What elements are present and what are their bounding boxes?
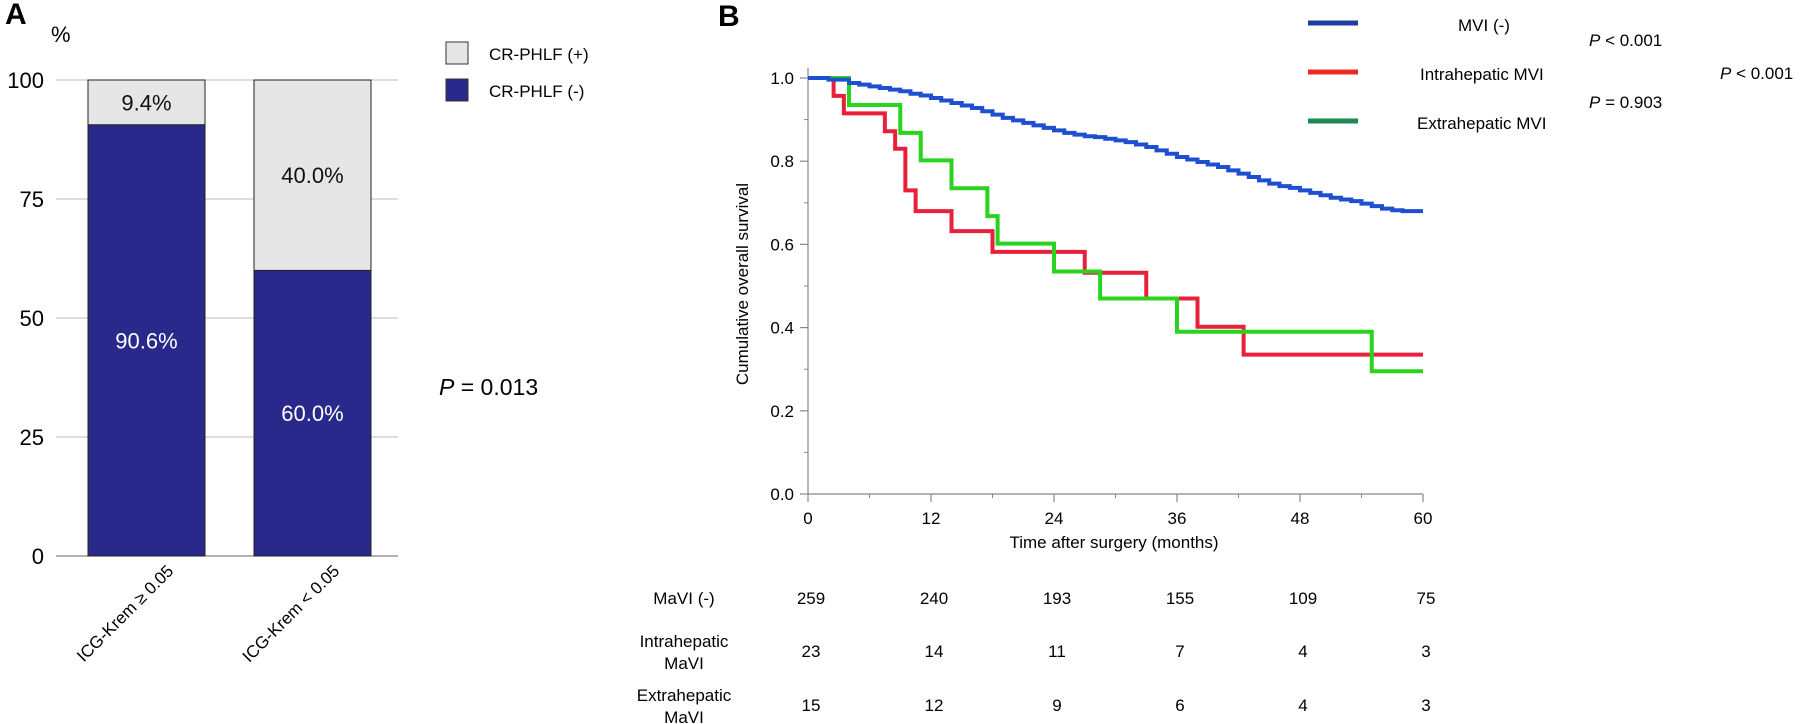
bar-segment-cr-phlf-pos	[87, 79, 206, 126]
risk-count: 11	[1048, 642, 1066, 661]
x-tick-label: 60	[1414, 509, 1433, 528]
panel-b-y-axis-label: Cumulative overall survival	[733, 183, 752, 385]
panel-b-legend: MVI (-) Intrahepatic MVI Extrahepatic MV…	[1308, 16, 1546, 133]
risk-count: 3	[1421, 642, 1430, 661]
panel-b-label: B	[718, 0, 740, 33]
panel-a-unit: %	[51, 22, 71, 47]
x-tick-label: 24	[1045, 509, 1064, 528]
y-tick-label: 0.8	[770, 152, 794, 171]
bar-data-label: 60.0%	[281, 401, 343, 426]
panel-b-x-axis-label: Time after surgery (months)	[1009, 533, 1218, 552]
risk-count: 4	[1298, 642, 1307, 661]
panel-b-y-ticks: 0.0 0.2 0.4 0.6 0.8 1.0	[770, 69, 808, 504]
y-tick-label: 75	[20, 187, 44, 212]
risk-row-label: Intrahepatic	[640, 632, 729, 651]
risk-row-label: MaVI (-)	[653, 589, 714, 608]
risk-count: 240	[920, 589, 948, 608]
panel-a-y-tick-labels: 0 25 50 75 100	[7, 68, 44, 569]
risk-row-label: MaVI	[664, 654, 704, 673]
risk-row-label: Extrahepatic	[637, 686, 732, 705]
risk-count: 155	[1166, 589, 1194, 608]
bar-data-label: 40.0%	[281, 163, 343, 188]
risk-count: 4	[1298, 696, 1307, 715]
bar-data-label: 9.4%	[121, 90, 171, 115]
p-value-intrahepatic-vs-extrahepatic: P = 0.903	[1589, 93, 1662, 112]
category-label: ICG-Krem < 0.05	[239, 561, 344, 666]
legend-label-intrahepatic-mvi: Intrahepatic MVI	[1420, 65, 1544, 84]
y-tick-label: 0.0	[770, 485, 794, 504]
risk-count: 7	[1175, 642, 1184, 661]
bar-segment-cr-phlf-neg	[253, 269, 372, 557]
p-value-mvi-neg-vs-intrahepatic: P < 0.001	[1589, 31, 1662, 50]
legend-label-cr-phlf-neg: CR-PHLF (-)	[489, 82, 584, 101]
bar-segment-cr-phlf-neg	[87, 124, 206, 557]
risk-count: 6	[1175, 696, 1184, 715]
y-tick-label: 25	[20, 425, 44, 450]
bar-data-label: 90.6%	[115, 328, 177, 353]
y-tick-label: 0	[32, 544, 44, 569]
legend-swatch-cr-phlf-pos	[445, 41, 469, 65]
y-tick-label: 50	[20, 306, 44, 331]
y-tick-label: 0.4	[770, 319, 794, 338]
survival-curve-extrahepatic-mvi	[808, 76, 1423, 374]
bar-segment-cr-phlf-pos	[253, 79, 372, 271]
survival-curve-mvi	[808, 76, 1423, 214]
panel-a-category-labels: ICG-Krem ≥ 0.05 ICG-Krem < 0.05	[73, 561, 343, 666]
legend-swatch-cr-phlf-neg	[445, 78, 469, 102]
y-tick-label: 100	[7, 68, 44, 93]
legend-label-mvi-neg: MVI (-)	[1458, 16, 1510, 35]
panel-b: B 0.00.20.40.60.81.0 0 12 24 36 48 60 Time af…	[637, 0, 1794, 724]
risk-count: 23	[802, 642, 821, 661]
risk-count: 3	[1421, 696, 1430, 715]
risk-count: 14	[925, 642, 944, 661]
panel-a-p-value: P = 0.013	[439, 374, 538, 400]
panel-a-legend: CR-PHLF (+) CR-PHLF (-)	[445, 41, 589, 102]
legend-label-cr-phlf-pos: CR-PHLF (+)	[489, 45, 589, 64]
risk-count: 9	[1052, 696, 1061, 715]
survival-curve-intrahepatic-mvi	[808, 76, 1423, 357]
panel-b-x-ticks: 0 12 24 36 48 60	[803, 494, 1432, 528]
category-label: ICG-Krem ≥ 0.05	[73, 561, 177, 665]
panel-a-bars: 90.6% 9.4% 60.0% 40.0%	[87, 79, 372, 557]
number-at-risk-table: MaVI (-) 259 240 193 155 109 75 Intrahepatic MaV…	[637, 589, 1436, 724]
p-value-overall: P < 0.001	[1720, 64, 1793, 83]
risk-count: 109	[1289, 589, 1317, 608]
x-tick-label: 48	[1291, 509, 1310, 528]
y-tick-label: 0.2	[770, 402, 794, 421]
risk-count: 15	[802, 696, 821, 715]
panel-b-survival-curves	[808, 76, 1423, 374]
y-tick-label: 1.0	[770, 69, 794, 88]
x-tick-label: 12	[922, 509, 941, 528]
y-tick-label: 0.6	[770, 235, 794, 254]
risk-row-label: MaVI	[664, 708, 704, 724]
risk-count: 193	[1043, 589, 1071, 608]
panel-a-label: A	[5, 0, 27, 31]
risk-count: 259	[797, 589, 825, 608]
x-tick-label: 0	[803, 509, 812, 528]
risk-count: 75	[1417, 589, 1436, 608]
legend-label-extrahepatic-mvi: Extrahepatic MVI	[1417, 114, 1546, 133]
risk-count: 12	[925, 696, 944, 715]
x-tick-label: 36	[1168, 509, 1187, 528]
panel-a: A % 0 25 50 75 100 90.6% 9.4% 60.0% 40.0% ICG-K…	[5, 0, 589, 666]
